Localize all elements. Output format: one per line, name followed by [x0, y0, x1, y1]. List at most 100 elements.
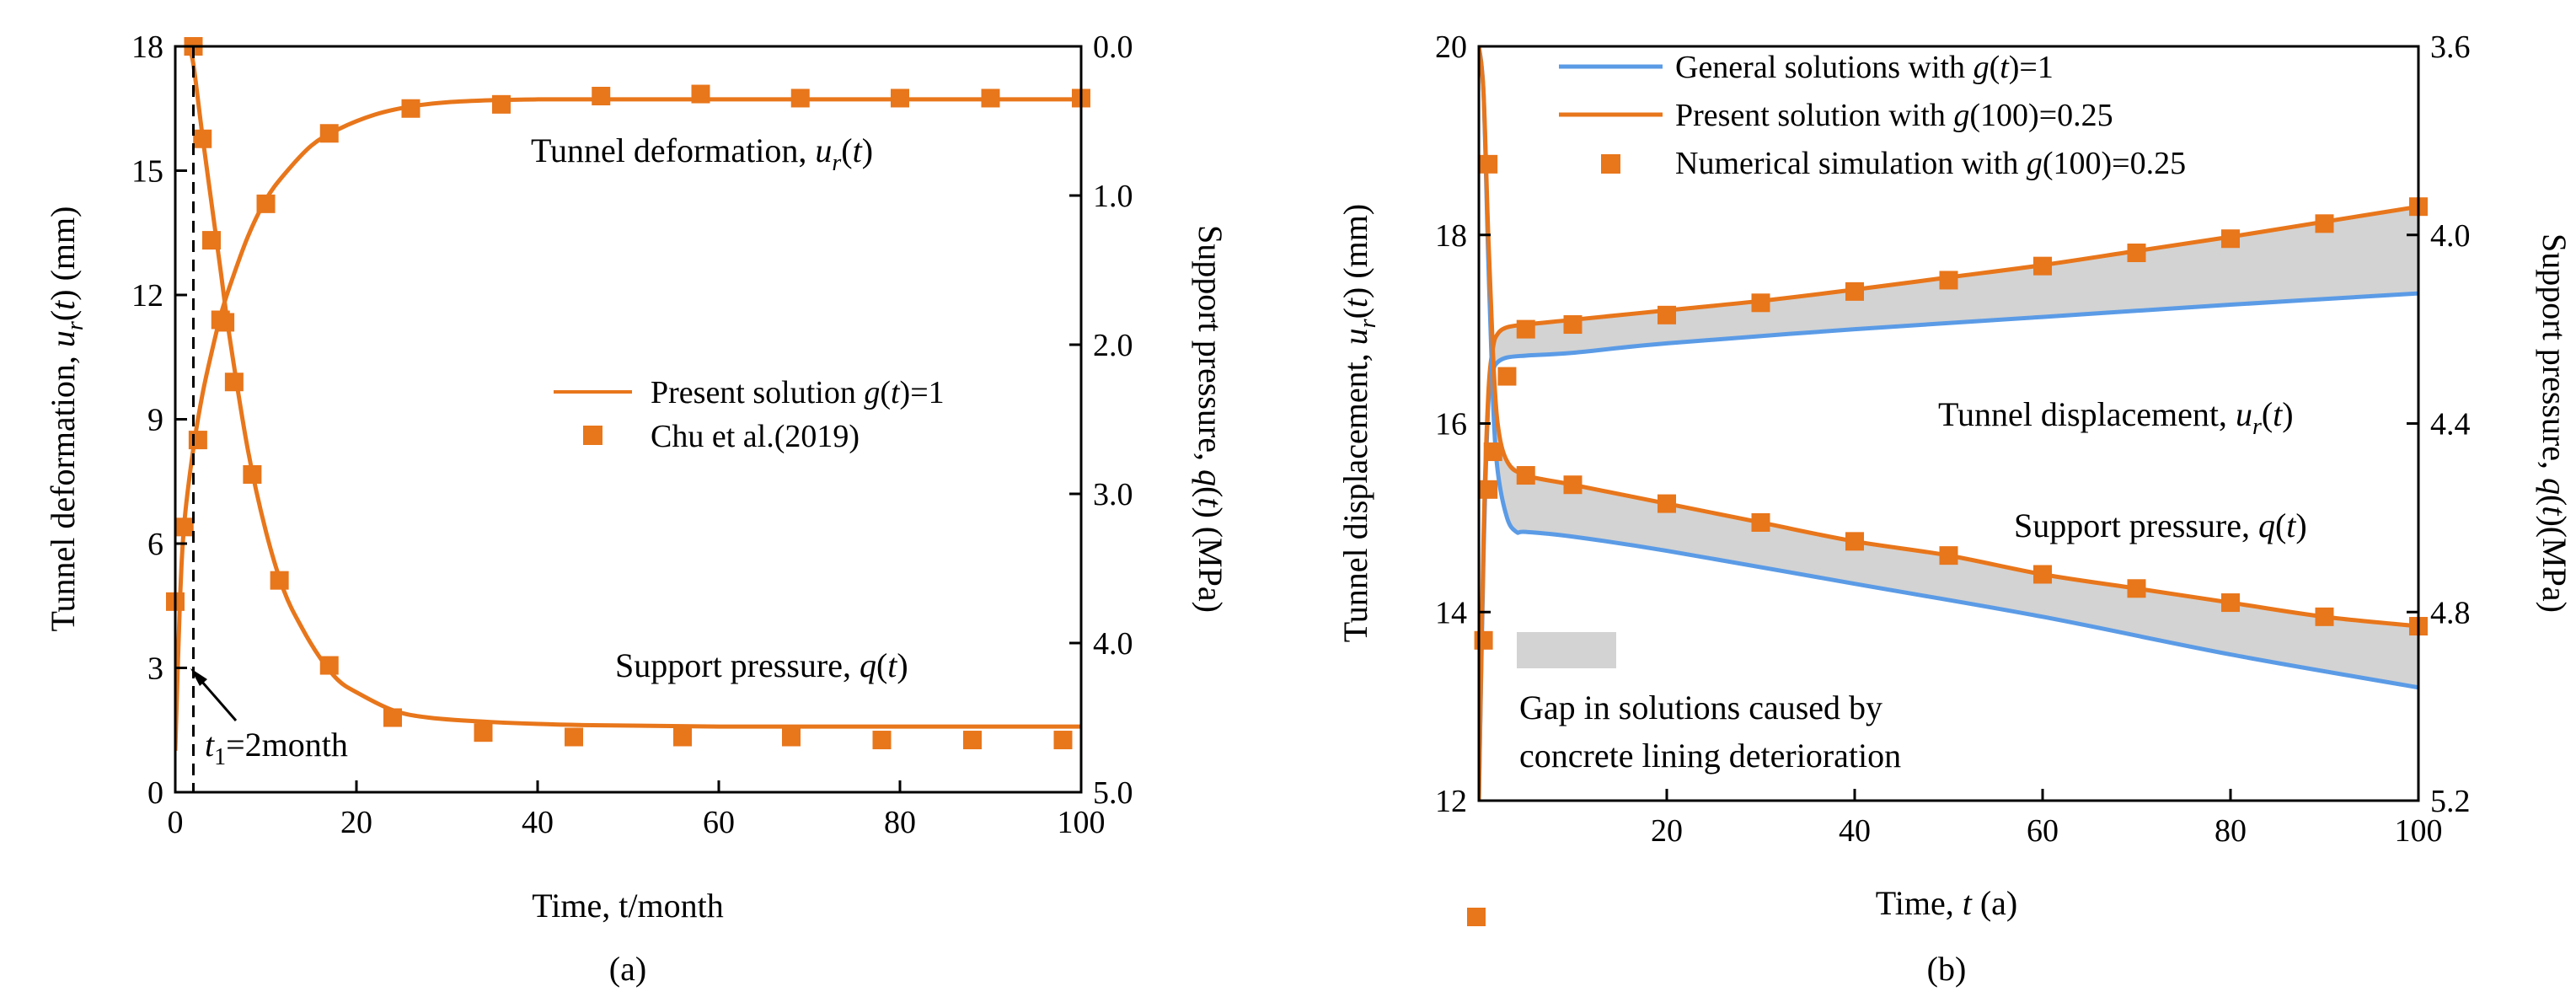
- data-point-b-2-10: [2033, 256, 2052, 276]
- yl-tick-label-b-3: 18: [1435, 218, 1467, 254]
- series-line-b-1: [1479, 204, 2418, 801]
- panel-b-gap-label-1: Gap in solutions caused by: [1519, 689, 1882, 726]
- yl-tick-label-b-1: 14: [1435, 595, 1467, 630]
- data-point-a-1-7: [492, 94, 511, 114]
- yl-tick-label-b-0: 12: [1435, 784, 1467, 819]
- yr-tick-label-a-5: 5.0: [1093, 775, 1133, 811]
- data-point-a-3-2: [202, 231, 221, 250]
- data-point-b-2-13: [2315, 214, 2334, 233]
- panel-a-legend-line-label: Present solution g(t)=1: [651, 375, 945, 410]
- x-tick-label-a-1: 20: [340, 805, 372, 840]
- panel-a-ylabel-right: Support pressure, q(t) (MPa): [1192, 225, 1229, 613]
- data-point-b-5-6: [1845, 532, 1864, 551]
- yl-tick-label-a-0: 0: [147, 775, 163, 811]
- yr-tick-label-b-1: 4.0: [2430, 218, 2471, 254]
- data-point-a-1-6: [401, 99, 420, 118]
- data-point-b-2-2: [1479, 480, 1498, 499]
- yr-tick-label-a-1: 1.0: [1093, 179, 1133, 214]
- data-point-a-1-2: [188, 431, 207, 450]
- data-point-b-5-5: [1751, 512, 1770, 532]
- data-point-a-1-4: [256, 194, 276, 213]
- data-point-a-3-12: [782, 727, 801, 747]
- data-point-b-5-7: [1939, 546, 1958, 566]
- data-point-b-5-4: [1658, 494, 1676, 513]
- yr-tick-label-a-4: 4.0: [1093, 626, 1133, 662]
- data-point-a-3-15: [1053, 731, 1073, 750]
- panel-b-ticks: 20 40 60 80 100 12 14 16 18 20 3.6 4.0 4.4 4.8 5.2: [1435, 29, 2471, 849]
- panel-b-legend-numerical-label: Numerical simulation with g(100)=0.25: [1675, 146, 2186, 181]
- data-point-a-1-1: [174, 517, 194, 537]
- panel-a-t1-arrowhead: [190, 668, 207, 686]
- panel-b-legend: General solutions with g(t)=1 Present so…: [1559, 50, 2186, 181]
- data-point-a-1-9: [691, 84, 710, 104]
- data-point-a-3-4: [224, 373, 244, 392]
- yr-tick-label-b-2: 4.4: [2430, 407, 2471, 442]
- data-point-a-1-8: [592, 87, 611, 105]
- x-tick-label-a-5: 100: [1058, 805, 1106, 840]
- series-line-b-4: [1479, 46, 2418, 629]
- data-point-a-3-6: [270, 571, 289, 590]
- x-tick-label-b-2: 60: [2027, 813, 2059, 849]
- x-tick-label-a-4: 80: [884, 805, 916, 840]
- data-point-a-1-12: [981, 88, 1000, 108]
- data-point-b-2-9: [1939, 271, 1958, 290]
- panel-b-gap-swatch: [1517, 632, 1616, 668]
- data-point-a-3-8: [383, 708, 402, 727]
- yl-tick-label-a-4: 12: [131, 278, 163, 314]
- data-point-a-1-5: [319, 124, 339, 143]
- data-point-b-2-12: [2221, 229, 2240, 249]
- data-point-a-1-10: [790, 88, 810, 108]
- data-point-b-5-11: [2315, 607, 2334, 626]
- data-point-b-2-8: [1845, 281, 1864, 301]
- data-point-b-2-6: [1658, 305, 1676, 324]
- yr-tick-label-b-3: 4.8: [2430, 595, 2471, 630]
- panel-a-legend-marker-swatch: [583, 426, 602, 445]
- data-point-a-3-10: [565, 727, 583, 747]
- panel-a-annotation-t1: t1=2month: [205, 726, 348, 770]
- yl-tick-label-a-2: 6: [147, 527, 163, 562]
- data-point-a-1-11: [891, 88, 909, 108]
- panel-b-legend-general-label: General solutions with g(t)=1: [1675, 50, 2054, 85]
- data-point-a-3-1: [193, 129, 212, 148]
- panel-b-outlier-marker: [1467, 908, 1486, 926]
- x-tick-label-b-1: 40: [1839, 813, 1871, 849]
- panel-b-annotation-displacement: Tunnel displacement, ur(t): [1938, 395, 2294, 440]
- x-tick-label-a-0: 0: [168, 805, 184, 840]
- panel-b-gap-label-2: concrete lining deterioration: [1519, 737, 1901, 775]
- data-point-a-3-14: [963, 731, 982, 750]
- data-point-b-5-10: [2221, 593, 2240, 613]
- panel-a-xlabel: Time, t/month: [532, 887, 723, 925]
- panel-b: 20 40 60 80 100 12 14 16 18 20 3.6 4.0 4.4 4.8 5.2 Tim…: [1336, 29, 2573, 988]
- data-point-a-3-13: [872, 731, 892, 750]
- panel-b-caption: (b): [1927, 950, 1967, 988]
- data-point-b-2-5: [1563, 315, 1583, 335]
- data-point-b-5-2: [1516, 466, 1535, 485]
- yr-tick-label-b-0: 3.6: [2430, 29, 2471, 65]
- data-point-b-5-9: [2127, 579, 2146, 598]
- data-point-b-2-7: [1751, 293, 1770, 313]
- panel-b-legend-numerical-swatch: [1601, 154, 1620, 174]
- panel-a-legend-marker-label: Chu et al.(2019): [651, 419, 860, 454]
- yr-tick-label-b-4: 5.2: [2430, 784, 2471, 819]
- data-point-a-3-3: [216, 313, 235, 332]
- data-point-a-3-9: [474, 723, 493, 742]
- panel-a-legend: Present solution g(t)=1 Chu et al.(2019): [554, 375, 945, 454]
- panel-a-caption: (a): [609, 950, 646, 988]
- panel-a-ylabel-left: Tunnel deformation, ur(t) (mm): [44, 206, 88, 632]
- data-point-a-3-11: [673, 727, 692, 747]
- panel-a-annotation-pressure: Support pressure, q(t): [615, 646, 908, 684]
- yl-tick-label-b-2: 16: [1435, 407, 1467, 442]
- panel-a-ticks: 0 20 40 60 80 100 0 3 6 9 12 15 18 0.0 1.0 2.0 3.0 4.0 5.0: [131, 29, 1133, 840]
- yl-tick-label-a-6: 18: [131, 29, 163, 65]
- x-tick-label-b-3: 80: [2215, 813, 2247, 849]
- data-point-b-2-1: [1474, 630, 1493, 650]
- x-tick-label-a-3: 60: [703, 805, 735, 840]
- panel-b-xlabel: Time, t (a): [1876, 884, 2018, 922]
- data-point-b-5-3: [1563, 475, 1583, 495]
- yl-tick-label-b-4: 20: [1435, 29, 1467, 65]
- panel-a-annotation-deformation: Tunnel deformation, ur(t): [531, 131, 873, 176]
- yl-tick-label-a-1: 3: [147, 651, 163, 687]
- x-tick-label-b-0: 20: [1651, 813, 1683, 849]
- data-point-b-2-11: [2127, 244, 2146, 263]
